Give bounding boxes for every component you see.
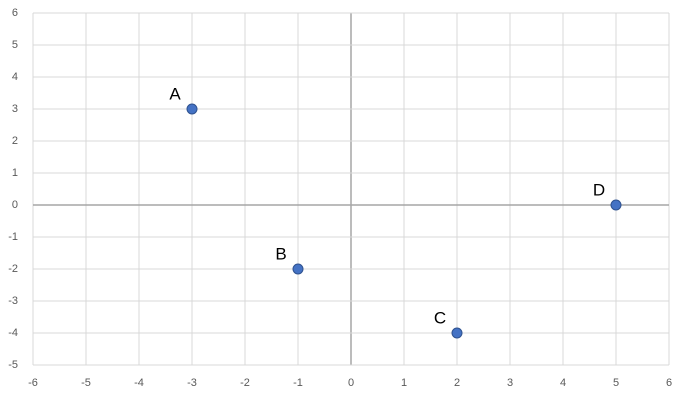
x-tick-label: -5 — [81, 377, 91, 389]
y-tick-label: 2 — [12, 135, 18, 147]
x-tick-label: -1 — [293, 377, 303, 389]
x-tick-label: -2 — [240, 377, 250, 389]
point — [186, 103, 198, 115]
point-label: D — [593, 180, 605, 199]
point — [451, 327, 463, 339]
x-tick-label: 5 — [613, 377, 619, 389]
point-label: B — [275, 244, 286, 263]
x-tick-label: -4 — [134, 377, 144, 389]
x-tick-label: 6 — [666, 377, 672, 389]
point-label: C — [434, 308, 446, 327]
x-tick-label: 1 — [401, 377, 407, 389]
y-tick-label: 6 — [12, 7, 18, 19]
point — [610, 199, 622, 211]
x-tick-label: -3 — [187, 377, 197, 389]
y-tick-label: 4 — [12, 71, 18, 83]
y-tick-label: -3 — [8, 295, 18, 307]
point-label: A — [169, 84, 181, 103]
y-tick-label: 0 — [12, 199, 18, 211]
x-tick-label: 4 — [560, 377, 566, 389]
y-tick-label: 5 — [12, 39, 18, 51]
point — [292, 263, 304, 275]
x-tick-label: 0 — [348, 377, 354, 389]
y-tick-label: 1 — [12, 167, 18, 179]
x-tick-label: -6 — [28, 377, 38, 389]
y-tick-label: -1 — [8, 231, 18, 243]
x-tick-label: 3 — [507, 377, 513, 389]
y-tick-label: -4 — [8, 327, 18, 339]
y-tick-label: -5 — [8, 359, 18, 371]
y-tick-label: -2 — [8, 263, 18, 275]
x-tick-label: 2 — [454, 377, 460, 389]
y-tick-label: 3 — [12, 103, 18, 115]
